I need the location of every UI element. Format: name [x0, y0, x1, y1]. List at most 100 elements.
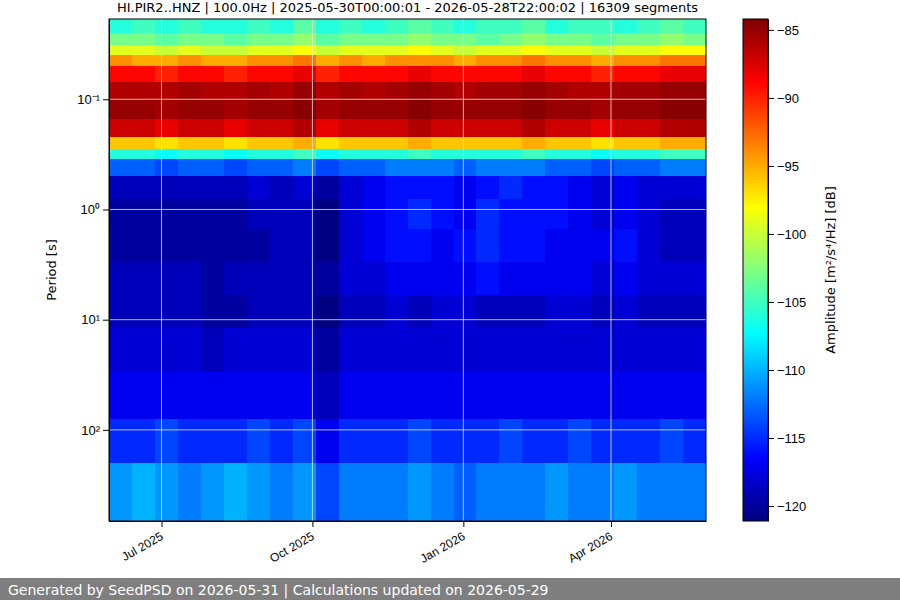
heatmap-cell	[224, 19, 248, 33]
heatmap-cell	[362, 159, 386, 177]
colorbar-title: Amplitude [m²/s⁴/Hz] [dB]	[823, 186, 838, 354]
heatmap-cell	[522, 33, 546, 45]
heatmap-cell	[454, 328, 478, 372]
heatmap-cell	[247, 119, 271, 138]
heatmap-cell	[178, 66, 202, 83]
heatmap-cell	[224, 229, 248, 263]
heatmap-cell	[614, 99, 638, 119]
heatmap-cell	[660, 463, 684, 521]
heatmap-cell	[270, 262, 294, 296]
heatmap-cell	[568, 119, 592, 138]
heatmap-cell	[614, 149, 638, 160]
heatmap-cell	[683, 55, 706, 66]
colorbar-tick: −90	[768, 91, 799, 106]
y-tick-mark	[103, 430, 109, 431]
heatmap-cell	[545, 419, 569, 463]
heatmap-cell	[660, 45, 684, 56]
colorbar-tick-mark	[768, 506, 774, 507]
heatmap-cell	[522, 45, 546, 56]
heatmap-cell	[499, 419, 523, 463]
heatmap-cell	[247, 45, 271, 56]
y-tick-label: 10⁻¹	[77, 92, 100, 107]
heatmap-cell	[224, 372, 248, 420]
heatmap-cell	[499, 176, 523, 199]
heatmap-cell	[178, 419, 202, 463]
heatmap-cell	[499, 45, 523, 56]
heatmap-cell	[522, 119, 546, 138]
heatmap-cell	[270, 55, 294, 66]
y-tick-label: 10²	[81, 423, 100, 438]
heatmap-cell	[178, 199, 202, 230]
heatmap-cell	[178, 33, 202, 45]
colorbar-tick-label: −95	[777, 159, 799, 174]
heatmap-cell	[362, 463, 386, 521]
heatmap-cell	[431, 66, 455, 83]
grid	[109, 19, 706, 521]
heatmap-cell	[155, 262, 179, 296]
heatmap-cell	[476, 149, 500, 160]
heatmap-cell	[408, 55, 432, 66]
heatmap-cell	[660, 55, 684, 66]
heatmap-cell	[476, 137, 500, 149]
heatmap-cell	[408, 119, 432, 138]
heatmap-cell	[132, 199, 156, 230]
heatmap-cell	[362, 262, 386, 296]
heatmap-cell	[545, 229, 569, 263]
heatmap-cell	[339, 419, 363, 463]
heatmap-cell	[201, 295, 225, 329]
heatmap-cell	[155, 199, 179, 230]
heatmap-cell	[408, 137, 432, 149]
heatmap-cell	[454, 176, 478, 199]
x-tick-label: Apr 2026	[566, 529, 615, 566]
heatmap-cell	[316, 33, 340, 45]
heatmap-cell	[201, 33, 225, 45]
heatmap-cell	[522, 176, 546, 199]
heatmap-cell	[683, 229, 706, 263]
heatmap-cell	[178, 372, 202, 420]
heatmap-cell	[339, 99, 363, 119]
heatmap-cell	[408, 45, 432, 56]
heatmap-cell	[247, 372, 271, 420]
heatmap-cell	[476, 45, 500, 56]
colorbar-tick-label: −110	[777, 363, 805, 378]
heatmap-cell	[476, 262, 500, 296]
heatmap-cell	[637, 159, 661, 177]
heatmap-cell	[362, 229, 386, 263]
heatmap-cell	[316, 463, 340, 521]
heatmap-cell	[499, 328, 523, 372]
heatmap-cell	[178, 19, 202, 33]
heatmap-cell	[683, 33, 706, 45]
heatmap-cell	[339, 463, 363, 521]
heatmap-cell	[316, 229, 340, 263]
heatmap-cell	[270, 66, 294, 83]
heatmap-cell	[247, 463, 271, 521]
heatmap-cell	[454, 66, 478, 83]
heatmap-cell	[522, 328, 546, 372]
heatmap-cell	[155, 176, 179, 199]
heatmap-cell	[637, 33, 661, 45]
chart: Jul 2025Oct 2025Jan 2026Apr 202610⁻¹10⁰1…	[0, 0, 900, 600]
heatmap-cell	[408, 295, 432, 329]
heatmap-cell	[454, 199, 478, 230]
heatmap-cell	[683, 176, 706, 199]
heatmap-cell	[362, 295, 386, 329]
heatmap-cell	[454, 45, 478, 56]
heatmap-cell	[362, 372, 386, 420]
heatmap-cell	[545, 295, 569, 329]
heatmap-cell	[476, 33, 500, 45]
heatmap-cell	[155, 229, 179, 263]
heatmap-cell	[637, 119, 661, 138]
heatmap-cell	[339, 82, 363, 100]
heatmap-cell	[178, 55, 202, 66]
heatmap-cell	[499, 99, 523, 119]
heatmap-cell	[499, 19, 523, 33]
heatmap-cell	[155, 82, 179, 100]
y-tick-mark	[103, 320, 109, 321]
x-tick-mark	[611, 521, 612, 527]
heatmap-cell	[431, 372, 455, 420]
x-axis: Jul 2025Oct 2025Jan 2026Apr 2026	[110, 521, 707, 566]
colorbar-tick-mark	[768, 370, 774, 371]
heatmap-cell	[109, 262, 133, 296]
heatmap-cell	[568, 229, 592, 263]
heatmap-cell	[568, 419, 592, 463]
